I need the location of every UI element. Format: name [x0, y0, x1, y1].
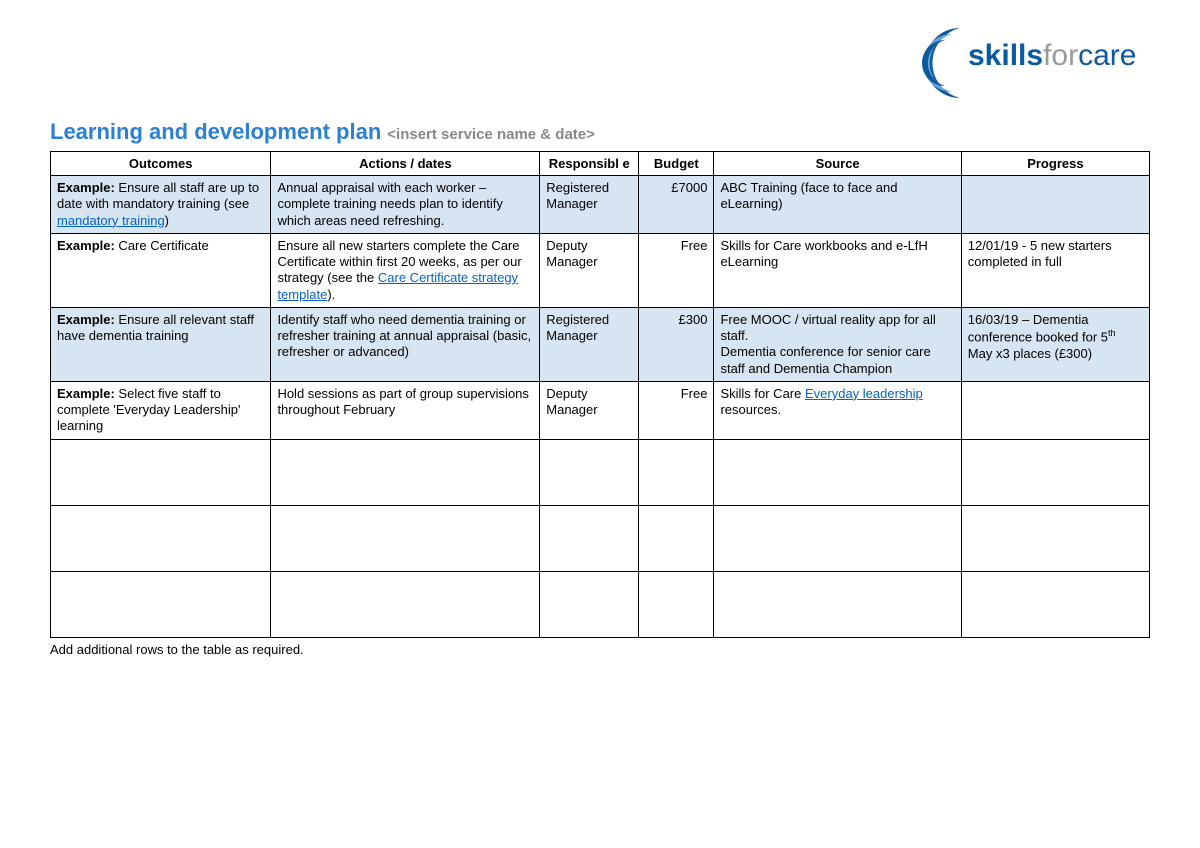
table-row-empty — [51, 505, 1150, 571]
col-source: Source — [714, 152, 961, 176]
cell-empty — [271, 571, 540, 637]
page-subtitle: <insert service name & date> — [387, 126, 595, 143]
cell-empty — [540, 505, 639, 571]
cell-empty — [639, 439, 714, 505]
cell-responsible: Deputy Manager — [540, 233, 639, 307]
cell-empty — [540, 439, 639, 505]
col-actions: Actions / dates — [271, 152, 540, 176]
cell-empty — [51, 571, 271, 637]
table-row: Example: Select five staff to complete '… — [51, 381, 1150, 439]
cell-progress — [961, 381, 1149, 439]
cell-source: Skills for Care Everyday leadership reso… — [714, 381, 961, 439]
col-outcomes: Outcomes — [51, 152, 271, 176]
cell-outcomes: Example: Care Certificate — [51, 233, 271, 307]
cell-actions: Hold sessions as part of group supervisi… — [271, 381, 540, 439]
cell-actions: Ensure all new starters complete the Car… — [271, 233, 540, 307]
cell-progress: 16/03/19 – Dementia conference booked fo… — [961, 307, 1149, 381]
cell-empty — [961, 439, 1149, 505]
cell-budget: £7000 — [639, 176, 714, 234]
logo-text-1: skills — [968, 39, 1043, 72]
cell-empty — [714, 571, 961, 637]
cell-empty — [714, 505, 961, 571]
page-title: Learning and development plan — [50, 119, 381, 145]
cell-responsible: Registered Manager — [540, 307, 639, 381]
cell-empty — [714, 439, 961, 505]
table-row: Example: Ensure all relevant staff have … — [51, 307, 1150, 381]
cell-outcomes: Example: Select five staff to complete '… — [51, 381, 271, 439]
title-row: Learning and development plan <insert se… — [50, 119, 1150, 145]
table-header-row: Outcomes Actions / dates Responsibl e Bu… — [51, 152, 1150, 176]
table-row-empty — [51, 439, 1150, 505]
table-row: Example: Ensure all staff are up to date… — [51, 176, 1150, 234]
cell-empty — [961, 571, 1149, 637]
cell-source: Free MOOC / virtual reality app for all … — [714, 307, 961, 381]
link[interactable]: mandatory training — [57, 213, 165, 228]
cell-empty — [961, 505, 1149, 571]
table-row-empty — [51, 571, 1150, 637]
cell-empty — [271, 439, 540, 505]
svg-text:skillsforcare: skillsforcare — [968, 39, 1136, 72]
plan-table: Outcomes Actions / dates Responsibl e Bu… — [50, 151, 1150, 638]
cell-empty — [51, 505, 271, 571]
footer-note: Add additional rows to the table as requ… — [50, 642, 1150, 657]
table-body: Example: Ensure all staff are up to date… — [51, 176, 1150, 638]
cell-empty — [51, 439, 271, 505]
col-responsible: Responsibl e — [540, 152, 639, 176]
cell-empty — [271, 505, 540, 571]
cell-actions: Identify staff who need dementia trainin… — [271, 307, 540, 381]
cell-outcomes: Example: Ensure all staff are up to date… — [51, 176, 271, 234]
logo-text-2: for — [1043, 39, 1078, 72]
cell-budget: Free — [639, 381, 714, 439]
cell-actions: Annual appraisal with each worker – comp… — [271, 176, 540, 234]
skillsforcare-logo: skillsforcare — [920, 20, 1150, 105]
cell-empty — [639, 505, 714, 571]
cell-budget: Free — [639, 233, 714, 307]
cell-responsible: Registered Manager — [540, 176, 639, 234]
link[interactable]: Care Certificate strategy template — [277, 270, 518, 301]
cell-source: Skills for Care workbooks and e-LfH eLea… — [714, 233, 961, 307]
cell-empty — [540, 571, 639, 637]
col-progress: Progress — [961, 152, 1149, 176]
cell-progress: 12/01/19 - 5 new starters completed in f… — [961, 233, 1149, 307]
header: skillsforcare — [50, 20, 1150, 105]
cell-responsible: Deputy Manager — [540, 381, 639, 439]
link[interactable]: Everyday leadership — [805, 386, 923, 401]
col-budget: Budget — [639, 152, 714, 176]
cell-outcomes: Example: Ensure all relevant staff have … — [51, 307, 271, 381]
cell-progress — [961, 176, 1149, 234]
cell-empty — [639, 571, 714, 637]
cell-budget: £300 — [639, 307, 714, 381]
cell-source: ABC Training (face to face and eLearning… — [714, 176, 961, 234]
table-row: Example: Care CertificateEnsure all new … — [51, 233, 1150, 307]
logo-text-3: care — [1078, 39, 1136, 72]
